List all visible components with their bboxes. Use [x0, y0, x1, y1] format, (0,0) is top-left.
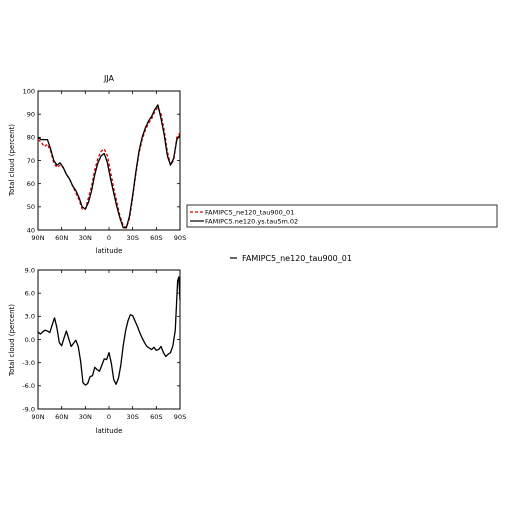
bottom-y-tick-label: -9.0 — [22, 405, 35, 413]
legend-label-series-1: FAMIPC5_ne120_tau900_01 — [205, 209, 294, 217]
legend-frame — [186, 204, 498, 228]
top-x-tick-label: 60S — [150, 234, 162, 242]
top-chart-title: JJA — [103, 74, 115, 83]
legend-label-diff: FAMIPC5_ne120_tau900_01 — [242, 254, 352, 263]
top-x-tick-label: 30S — [126, 234, 138, 242]
top-series-line-2 — [37, 104, 181, 229]
bottom-y-tick-label: -3.0 — [22, 359, 35, 367]
bottom-x-tick-label: 60S — [150, 413, 162, 421]
bottom-x-tick-label: 60N — [55, 413, 68, 421]
bottom-x-tick-label: 0 — [107, 413, 111, 421]
bottom-chart: -9.0 -6.0 -3.0 0.0 3.0 6.0 9.0 90N 60N 30N 0 30S 60… — [8, 266, 186, 435]
top-plot-frame — [37, 90, 181, 231]
bottom-x-axis-label: latitude — [96, 427, 123, 435]
bottom-x-tick-label: 90N — [31, 413, 44, 421]
top-y-tick-label: 90 — [27, 110, 35, 118]
bottom-x-tick-label: 90S — [174, 413, 186, 421]
bottom-y-tick-label: 0.0 — [25, 336, 35, 344]
bottom-chart-legend: FAMIPC5_ne120_tau900_01 — [230, 254, 352, 263]
top-chart-legend: FAMIPC5_ne120_tau900_01 FAMIPC5.ne120.ys… — [186, 204, 498, 228]
top-series-line-1 — [37, 106, 181, 229]
bottom-y-tick-label: 6.0 — [25, 289, 35, 297]
top-x-tick-label: 0 — [107, 234, 111, 242]
bottom-y-axis-label: Total cloud (percent) — [8, 304, 16, 377]
top-y-tick-label: 100 — [23, 87, 35, 95]
top-x-axis-label: latitude — [96, 247, 123, 255]
top-y-tick-label: 80 — [27, 134, 35, 142]
bottom-x-tick-label: 30N — [79, 413, 92, 421]
bottom-y-tick-label: -6.0 — [22, 382, 35, 390]
top-y-tick-label: 60 — [27, 180, 35, 188]
top-x-tick-label: 90S — [174, 234, 186, 242]
bottom-y-tick-label: 3.0 — [25, 313, 35, 321]
legend-label-series-2: FAMIPC5.ne120.ys.tau5m.02 — [205, 218, 298, 226]
top-y-tick-label: 40 — [27, 226, 35, 234]
top-y-axis-label: Total cloud (percent) — [8, 124, 16, 197]
bottom-series-line-1 — [37, 276, 181, 386]
top-x-tick-label: 90N — [31, 234, 44, 242]
top-x-tick-label: 60N — [55, 234, 68, 242]
bottom-x-tick-label: 30S — [126, 413, 138, 421]
bottom-y-tick-label: 9.0 — [25, 266, 35, 274]
top-y-tick-label: 50 — [27, 203, 35, 211]
top-x-tick-label: 30N — [79, 234, 92, 242]
top-y-tick-label: 70 — [27, 157, 35, 165]
